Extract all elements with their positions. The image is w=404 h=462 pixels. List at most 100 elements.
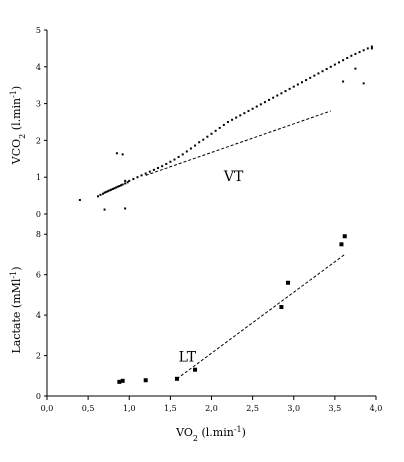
vco2-point bbox=[115, 152, 118, 155]
vco2-point bbox=[189, 147, 192, 150]
vco2-point bbox=[108, 189, 111, 192]
lactate-fit-line bbox=[176, 254, 346, 380]
vco2-y-tick-label: 0 bbox=[36, 210, 41, 219]
lactate-y-tick-label: 8 bbox=[36, 230, 41, 239]
vco2-point bbox=[350, 54, 353, 57]
x-axis-label: VO2 (l.min-1) bbox=[175, 425, 246, 443]
vco2-y-tick-label: 3 bbox=[36, 100, 41, 109]
vco2-point bbox=[366, 47, 369, 50]
x-tick-label: 2,0 bbox=[205, 404, 218, 413]
vco2-point bbox=[105, 190, 108, 193]
vco2-point bbox=[210, 132, 213, 135]
vco2-point bbox=[296, 83, 299, 86]
vco2-point bbox=[305, 79, 308, 82]
vco2-point bbox=[78, 199, 81, 202]
vco2-point bbox=[362, 49, 365, 52]
vco2-point bbox=[325, 68, 328, 71]
vco2-point bbox=[288, 87, 291, 90]
vco2-point bbox=[362, 82, 365, 85]
vco2-point bbox=[354, 52, 357, 55]
vco2-point bbox=[284, 90, 287, 93]
lactate-point bbox=[120, 378, 125, 383]
vco2-point bbox=[239, 114, 242, 117]
vco2-point bbox=[181, 153, 184, 156]
vco2-point bbox=[259, 103, 262, 106]
vco2-point bbox=[354, 67, 357, 70]
vco2-point bbox=[313, 74, 316, 77]
vco2-point bbox=[110, 188, 113, 191]
vco2-point bbox=[103, 191, 106, 194]
vco2-point bbox=[280, 92, 283, 95]
vco2-y-tick-label: 1 bbox=[36, 173, 41, 182]
vco2-point bbox=[128, 179, 131, 182]
vco2-point bbox=[118, 185, 121, 188]
vco2-point bbox=[148, 170, 151, 173]
vco2-point bbox=[243, 112, 246, 115]
vco2-point bbox=[222, 123, 225, 126]
vco2-point bbox=[124, 182, 127, 185]
lactate-point bbox=[193, 367, 198, 372]
vco2-point bbox=[152, 168, 155, 171]
x-tick-label: 4,0 bbox=[370, 404, 383, 413]
vco2-point bbox=[251, 107, 254, 110]
vco2-point bbox=[263, 101, 266, 104]
lactate-y-tick-label: 4 bbox=[36, 311, 41, 320]
vco2-point bbox=[358, 51, 361, 54]
lactate-point bbox=[174, 376, 179, 381]
vco2-point bbox=[121, 183, 124, 186]
vco2-point bbox=[231, 118, 234, 121]
vco2-y-tick-label: 5 bbox=[36, 26, 41, 35]
vco2-panel: 0 1 2 3 4 5 VT VCO2 (l.min-1) bbox=[9, 26, 373, 219]
lactate-y-tick-label: 2 bbox=[36, 352, 41, 361]
vco2-point bbox=[132, 178, 135, 181]
vco2-point bbox=[124, 207, 127, 210]
lactate-y-label: Lactate (mMl-1) bbox=[9, 266, 24, 353]
vco2-point bbox=[173, 158, 176, 161]
vco2-point bbox=[169, 160, 172, 163]
lactate-point bbox=[342, 234, 347, 239]
vco2-point bbox=[226, 121, 229, 123]
vco2-point bbox=[346, 56, 349, 59]
vco2-y-tick-label: 4 bbox=[36, 63, 41, 72]
x-tick-label: 2,5 bbox=[246, 404, 259, 413]
vco2-point bbox=[165, 162, 168, 165]
vco2-point bbox=[337, 61, 340, 64]
vco2-point bbox=[342, 80, 345, 83]
vco2-point bbox=[126, 181, 129, 184]
vco2-point bbox=[235, 116, 238, 119]
vco2-point bbox=[214, 129, 217, 132]
vco2-point bbox=[218, 126, 221, 129]
lactate-point bbox=[279, 305, 284, 310]
vco2-point bbox=[106, 190, 109, 193]
vco2-point bbox=[370, 45, 373, 48]
lt-annotation: LT bbox=[179, 350, 197, 366]
vco2-point bbox=[370, 47, 373, 50]
vco2-point bbox=[136, 176, 139, 179]
vco2-point bbox=[198, 141, 201, 144]
vco2-point bbox=[124, 179, 127, 182]
lactate-point bbox=[143, 378, 148, 383]
x-tick-label: 0,0 bbox=[41, 404, 54, 413]
vco2-fit-line bbox=[145, 110, 331, 176]
vco2-point bbox=[300, 81, 303, 84]
lactate-panel: 0 2 4 6 8 0,0 0,5 1,0 1,5 2,0 2,5 3,0 3,5 4,0 LT Lac… bbox=[9, 214, 383, 443]
vco2-point bbox=[206, 135, 209, 138]
vco2-y-label: VCO2 (l.min-1) bbox=[9, 86, 27, 165]
vco2-point bbox=[116, 185, 119, 188]
x-tick-label: 1,5 bbox=[164, 404, 177, 413]
lactate-y-tick-label: 0 bbox=[36, 392, 41, 401]
lactate-y-tick-label: 6 bbox=[36, 271, 41, 280]
x-tick-label: 0,5 bbox=[82, 404, 95, 413]
vco2-point bbox=[292, 85, 295, 88]
x-tick-label: 3,0 bbox=[287, 404, 300, 413]
vco2-point bbox=[140, 174, 143, 177]
vco2-point bbox=[268, 98, 271, 101]
vco2-point bbox=[333, 63, 336, 66]
vco2-point bbox=[111, 187, 114, 190]
vco2-point bbox=[103, 208, 106, 211]
vco2-point bbox=[161, 165, 164, 168]
lactate-point bbox=[339, 242, 344, 247]
lactate-point bbox=[117, 379, 122, 384]
vco2-point bbox=[202, 138, 205, 141]
